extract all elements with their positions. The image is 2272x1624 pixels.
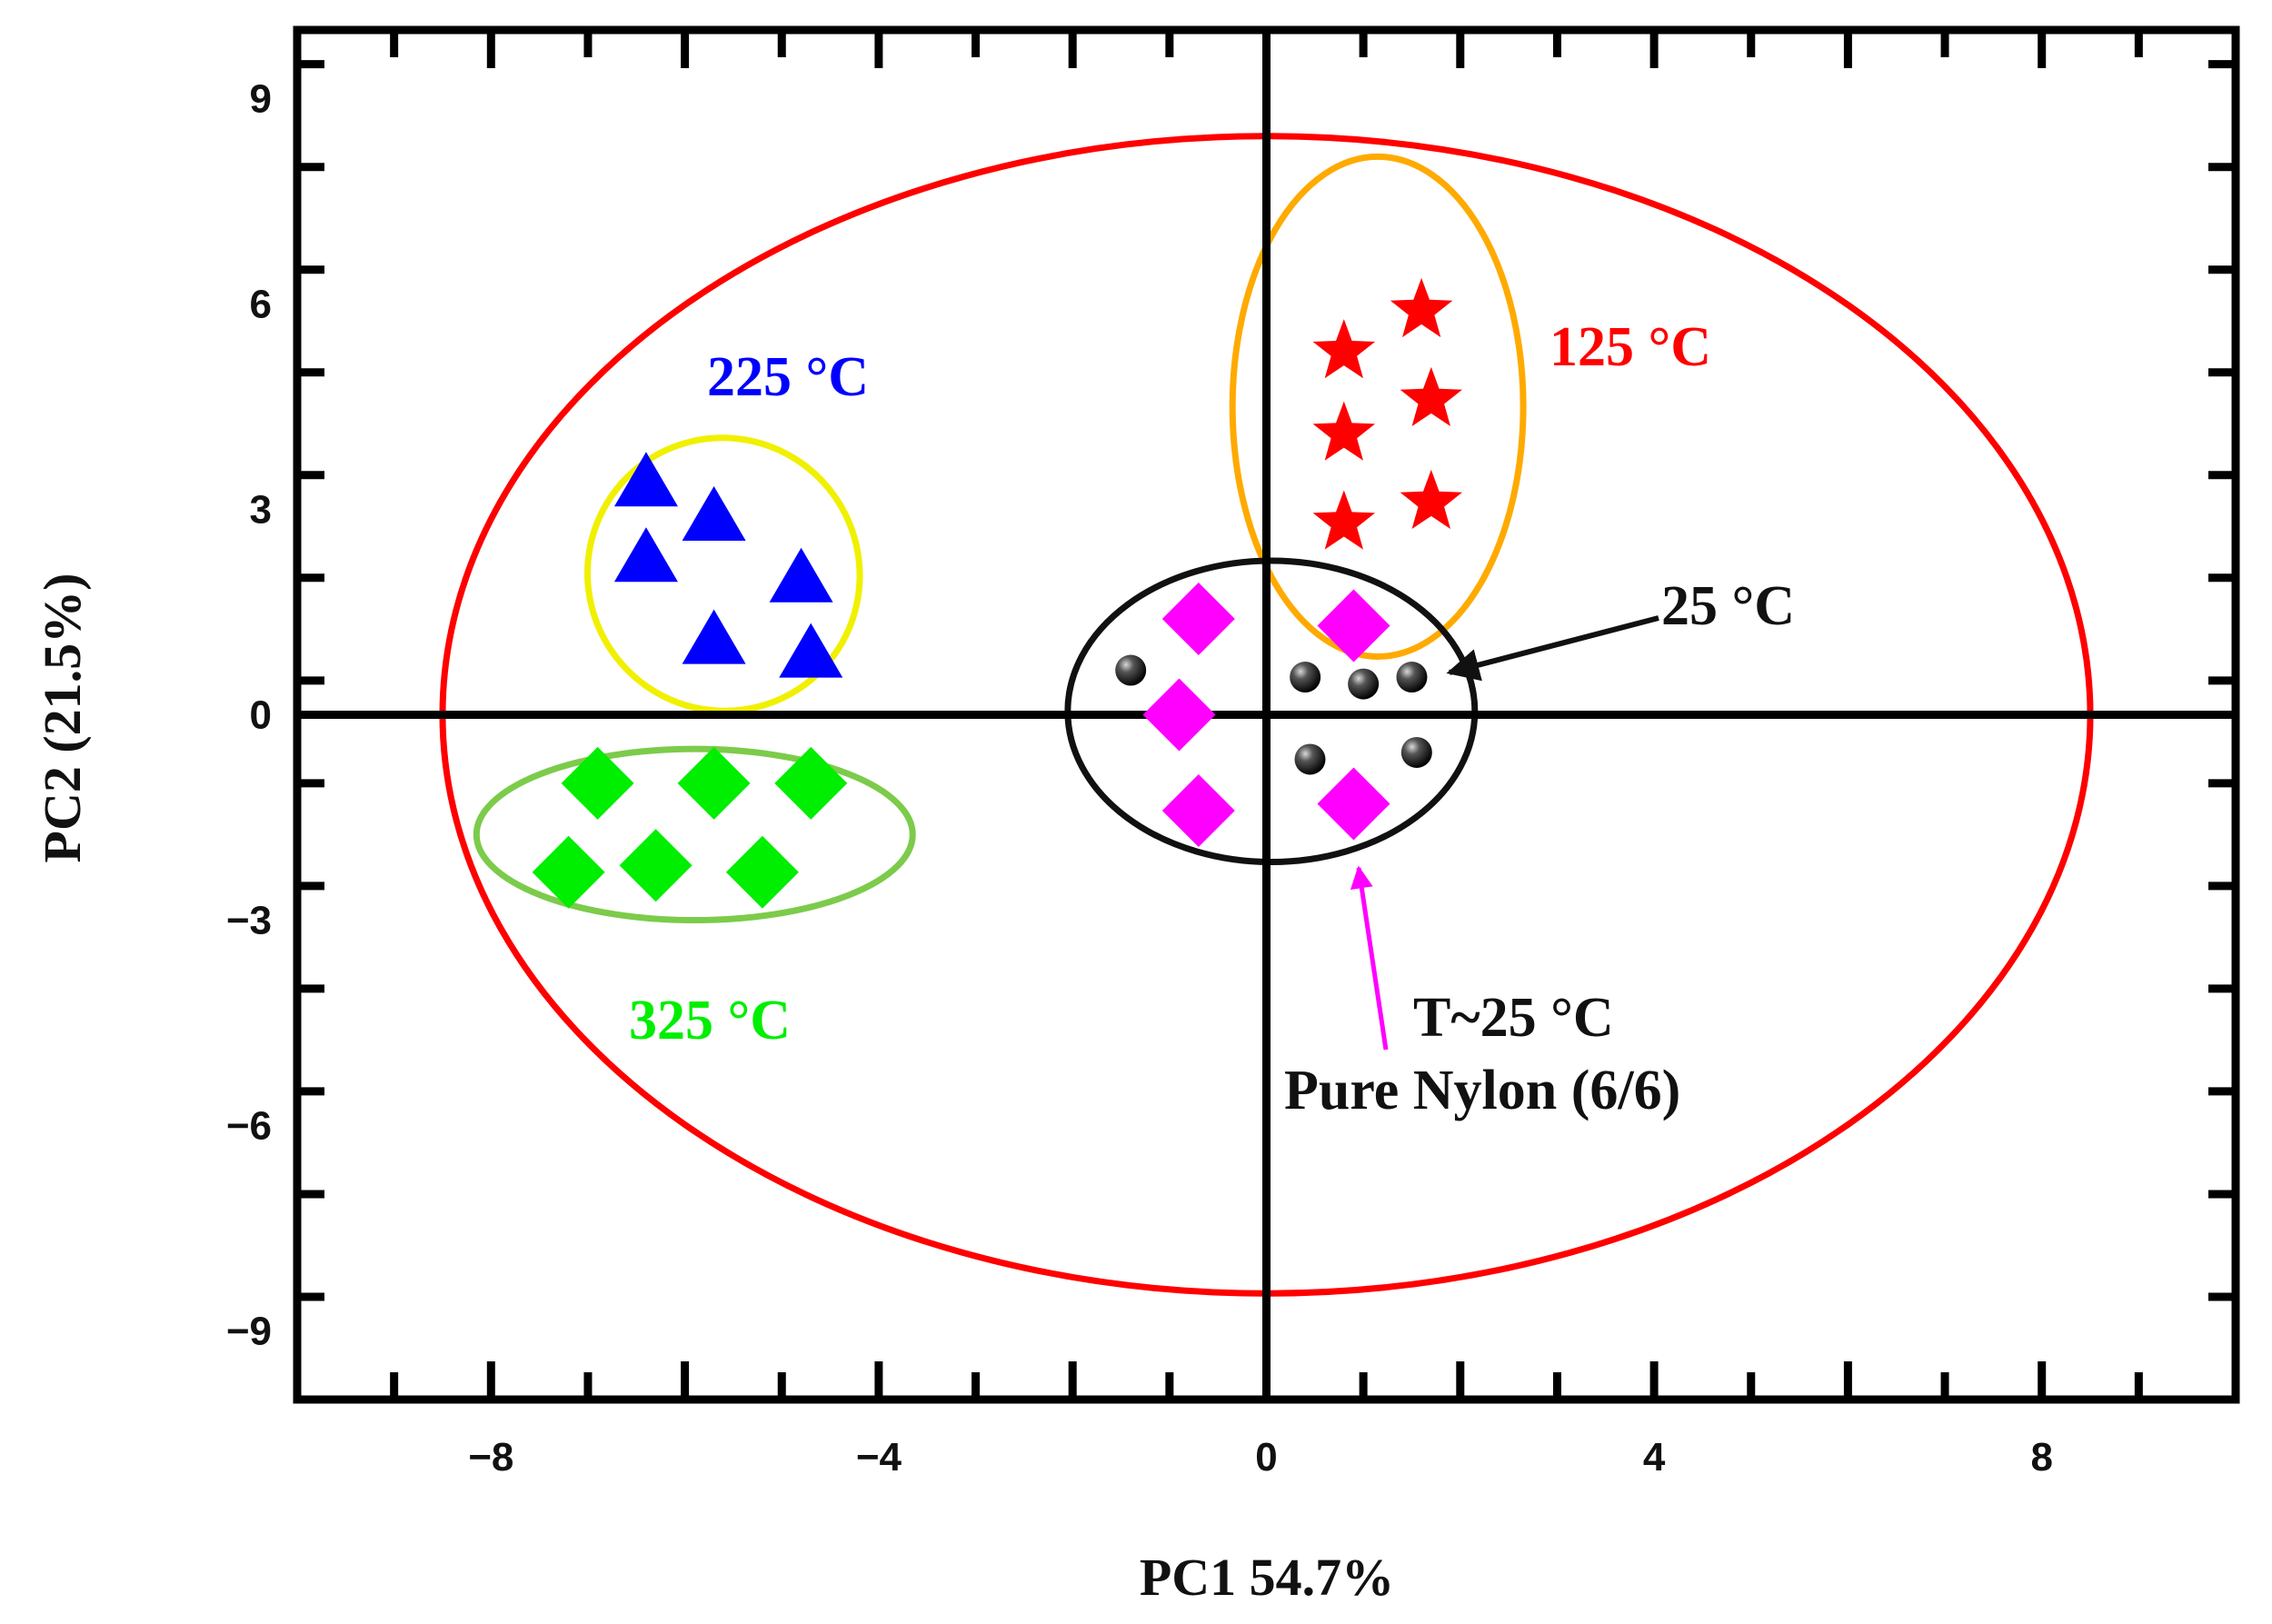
diamond-point [774,746,848,820]
star-point [1312,490,1376,550]
sphere-point [1290,662,1321,693]
star-point [1400,366,1462,426]
triangle-point [779,623,843,678]
sphere-point [1348,668,1380,700]
label-t25c: T~25 °C [1413,987,1614,1049]
ticks-layer: −8 −4 0 4 8 9 6 3 0 −3 −6 −9 [226,30,2240,1480]
triangle-point [769,547,833,603]
diamond-point [1161,773,1235,847]
diamond-point [619,829,693,902]
arrow-nylon [1350,865,1389,1051]
label-pure-nylon: Pure Nylon (6/6) [1284,1060,1680,1121]
ellipse-225-group [583,434,863,714]
star-point [1390,277,1453,338]
y-axis-title: PC2 (21.5%) [33,573,92,863]
triangle-point [682,609,746,664]
diamond-point [1142,678,1216,752]
x-tick-label: 4 [1643,1435,1666,1480]
star-point [1400,469,1462,529]
ellipse-325-group [473,745,916,924]
diamond-point [725,835,799,909]
y-tick-label: 3 [250,487,272,532]
label-325c: 325 °C [629,990,791,1051]
triangle-point [613,527,678,583]
triangle-point [682,485,746,541]
x-tick-label: −8 [468,1435,513,1480]
diamond-point [1317,589,1390,663]
diamond-point [561,746,634,820]
star-point [1312,319,1376,379]
zero-lines-layer [297,30,2236,1400]
x-tick-label: 8 [2030,1435,2052,1480]
points-layer [532,277,1462,909]
sphere-point [1294,743,1326,775]
y-tick-label: 9 [250,76,272,121]
x-axis-title: PC1 54.7% [1140,1548,1394,1607]
y-tick-label: −6 [226,1104,272,1149]
sphere-point [1115,654,1147,686]
label-125c: 125 °C [1550,316,1711,378]
y-tick-label: 0 [250,693,272,738]
diamond-point [1317,767,1390,841]
diamond-point [532,835,605,909]
diamond-point [1161,583,1235,656]
ellipse-125-group [1229,153,1527,660]
y-tick-label: −9 [226,1310,272,1354]
star-point [1312,401,1376,461]
x-tick-label: 0 [1255,1435,1277,1480]
triangle-point [613,452,678,507]
y-tick-label: −3 [226,899,272,943]
label-225c: 225 °C [707,346,869,408]
label-25c: 25 °C [1661,575,1795,637]
diamond-point [677,746,751,820]
sphere-point [1400,736,1432,768]
arrow-25c [1446,615,1659,682]
y-tick-label: 6 [250,282,272,326]
sphere-point [1396,662,1428,693]
x-tick-label: −4 [856,1435,902,1480]
